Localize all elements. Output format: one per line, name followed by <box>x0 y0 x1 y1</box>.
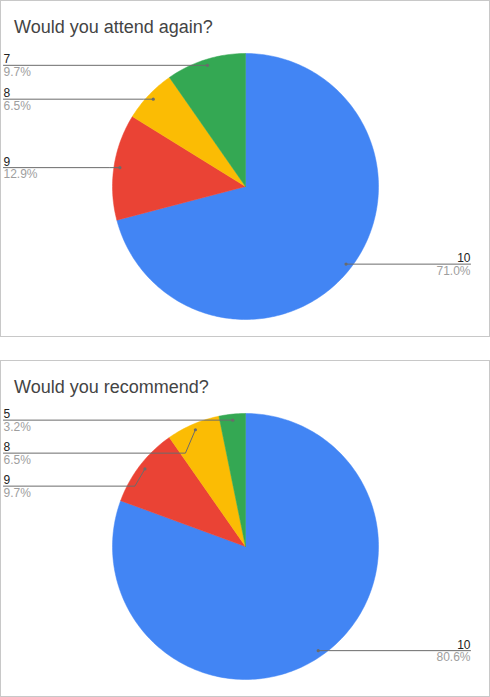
svg-text:9: 9 <box>3 154 11 169</box>
html-text:Would you recommend?: Would you recommend? <box>14 377 209 397</box>
svg-text:3.2%: 3.2% <box>4 420 32 434</box>
svg-text:9.7%: 9.7% <box>4 486 32 500</box>
svg-text:10: 10 <box>457 251 471 266</box>
svg-text:7: 7 <box>3 52 11 67</box>
svg-text:8: 8 <box>3 86 11 101</box>
svg-text:71.0%: 71.0% <box>436 264 470 278</box>
svg-text:6.5%: 6.5% <box>4 453 32 467</box>
svg-text:9.7%: 9.7% <box>4 65 32 79</box>
svg-text:10: 10 <box>457 637 471 652</box>
svg-text:5: 5 <box>3 407 11 422</box>
svg-text:80.6%: 80.6% <box>436 650 470 664</box>
svg-text:8: 8 <box>3 440 11 455</box>
svg-text:9: 9 <box>3 473 11 488</box>
svg-text:12.9%: 12.9% <box>4 167 38 181</box>
svg-text:6.5%: 6.5% <box>4 99 32 113</box>
html-text:Would you attend again?: Would you attend again? <box>14 17 213 37</box>
